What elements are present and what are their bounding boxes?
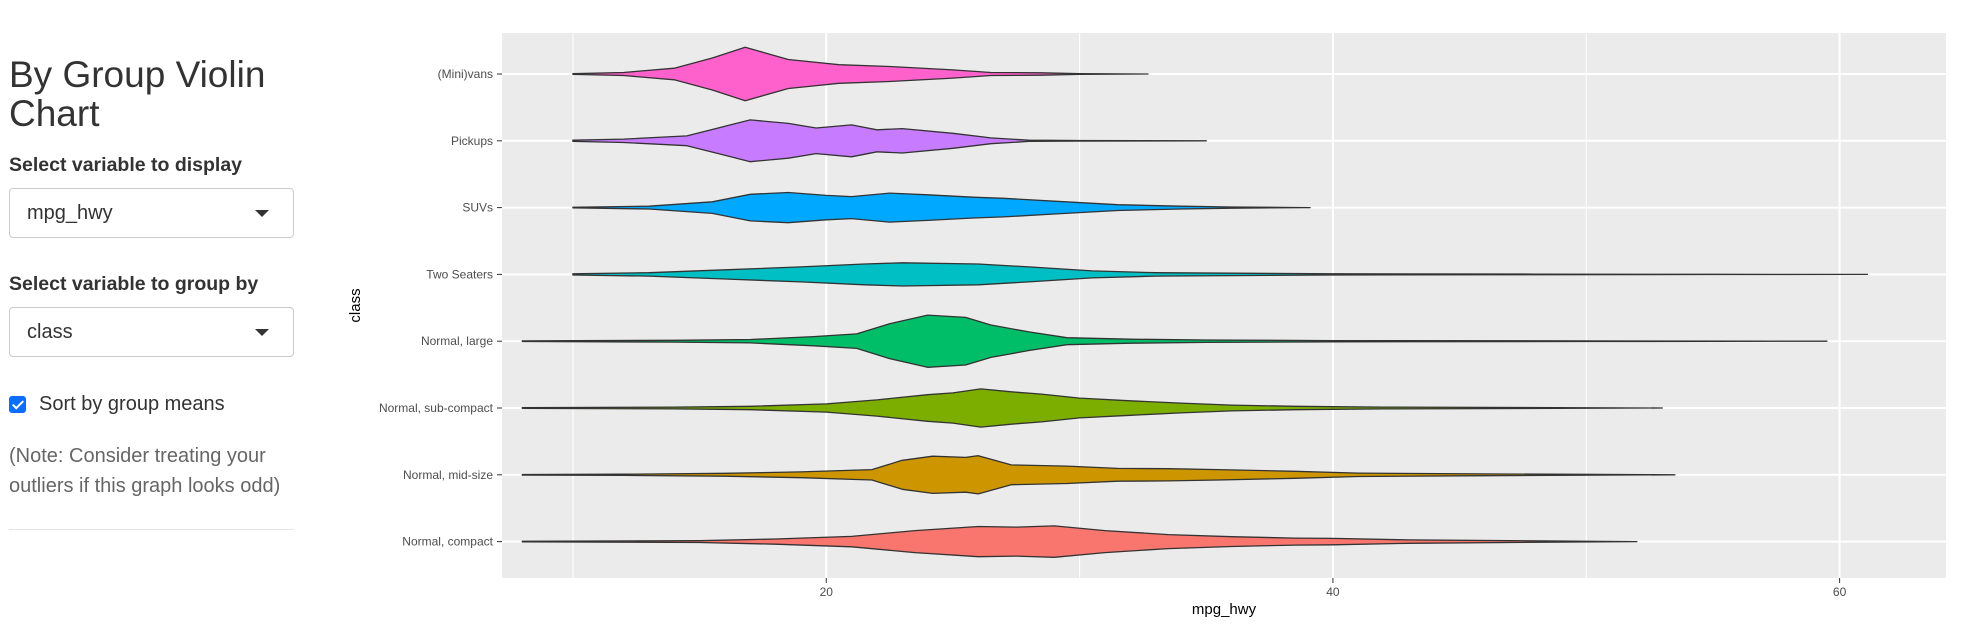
- y-axis-title: class: [347, 288, 364, 322]
- violin-1: [572, 46, 1149, 102]
- violin-3: [572, 191, 1311, 224]
- y-tick-label: SUVs: [462, 201, 493, 215]
- outlier-note: (Note: Consider treating your outliers i…: [9, 445, 281, 497]
- sort-option[interactable]: Sort by group means: [9, 393, 225, 416]
- plot-panel: [502, 33, 1946, 578]
- group-select-label: Select variable to group by: [9, 273, 259, 295]
- y-tick-label: Normal, compact: [402, 535, 493, 549]
- violin-6: [521, 388, 1663, 428]
- group-select[interactable]: class: [9, 307, 294, 357]
- y-tick-label: Normal, sub-compact: [379, 401, 494, 415]
- y-tick-label: Two Seaters: [426, 267, 493, 281]
- violin-2: [572, 119, 1207, 163]
- y-tick-label: (Mini)vans: [438, 67, 493, 81]
- variable-select-label: Select variable to display: [9, 154, 243, 176]
- chevron-down-icon: [255, 210, 269, 217]
- y-tick-label: Normal, mid-size: [403, 468, 493, 482]
- violin-7: [521, 455, 1676, 495]
- chevron-down-icon: [255, 329, 269, 336]
- x-tick-label: 60: [1833, 585, 1847, 599]
- violin-4: [572, 262, 1869, 287]
- violin-5: [521, 314, 1828, 368]
- sort-checkbox[interactable]: [9, 396, 26, 413]
- variable-select[interactable]: mpg_hwy: [9, 188, 294, 238]
- group-select-value: class: [27, 320, 73, 343]
- x-tick-label: 40: [1326, 585, 1340, 599]
- violin-8: [521, 525, 1638, 558]
- x-tick-label: 20: [820, 585, 834, 599]
- y-tick-label: Normal, large: [421, 334, 493, 348]
- page-title: By Group Violin Chart: [9, 54, 266, 134]
- variable-select-value: mpg_hwy: [27, 201, 113, 224]
- y-tick-label: Pickups: [451, 134, 493, 148]
- divider: [9, 529, 294, 530]
- x-axis-title: mpg_hwy: [1192, 601, 1257, 618]
- sort-checkbox-label[interactable]: Sort by group means: [39, 393, 225, 415]
